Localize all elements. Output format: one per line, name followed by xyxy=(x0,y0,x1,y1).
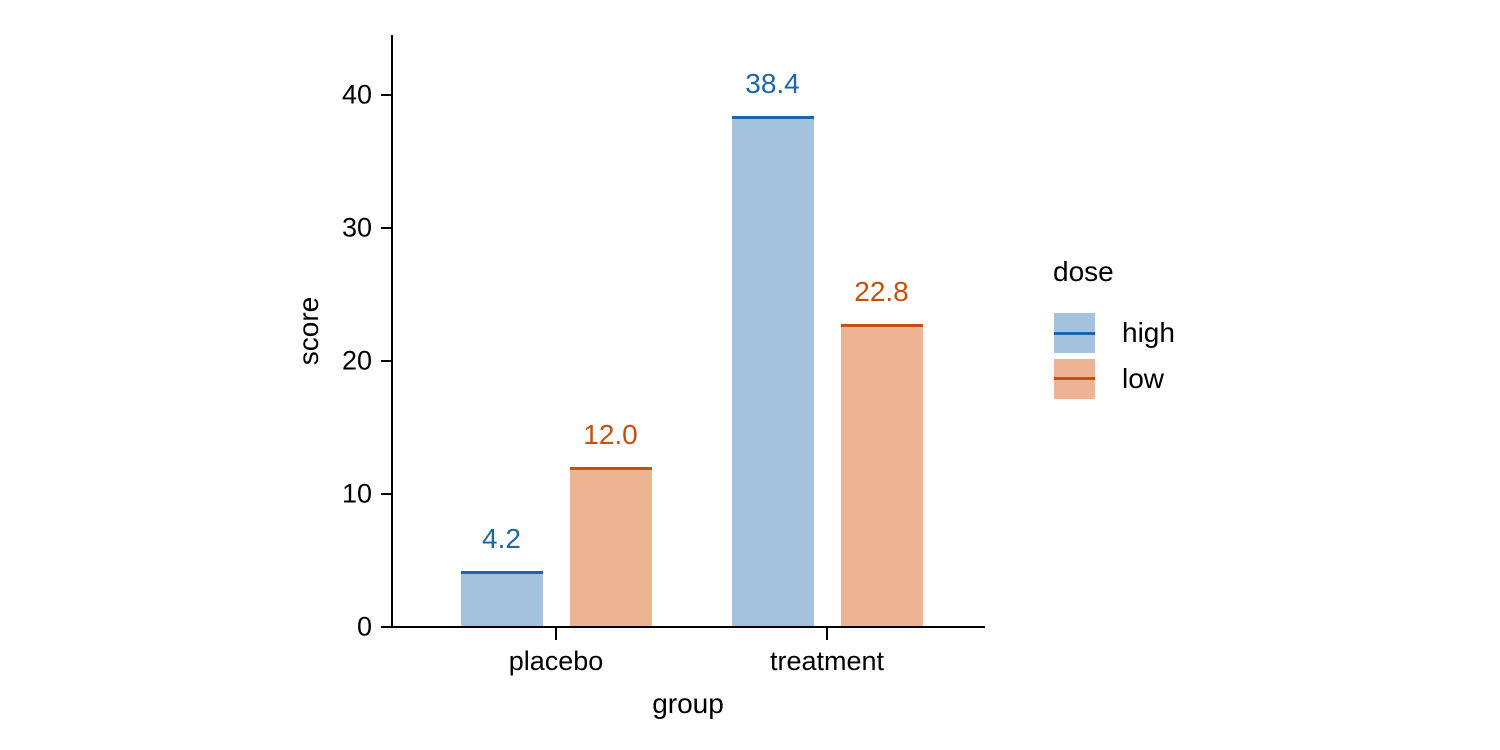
legend-item-low: low xyxy=(1054,358,1194,399)
x-tick-label: placebo xyxy=(508,646,604,676)
x-tick-label: treatment xyxy=(769,646,885,676)
x-tick-mark xyxy=(825,628,829,640)
y-tick-label: 30 xyxy=(341,212,372,243)
y-tick-mark xyxy=(381,625,392,629)
legend-swatch-low xyxy=(1054,358,1095,399)
legend-swatch-high xyxy=(1054,313,1095,353)
legend-swatch-line xyxy=(1054,331,1095,335)
y-tick-mark xyxy=(381,226,392,230)
bar-value-label: 38.4 xyxy=(745,68,800,100)
y-tick-label: 40 xyxy=(341,79,372,110)
y-tick-label: 0 xyxy=(356,611,372,642)
bar-placebo-high xyxy=(460,571,543,626)
bar-treatment-low xyxy=(840,323,923,626)
y-tick-label: 20 xyxy=(341,345,372,376)
x-axis-title: group xyxy=(652,688,724,719)
x-tick-mark xyxy=(554,628,558,640)
y-axis-line xyxy=(390,35,394,628)
y-tick-mark xyxy=(381,492,392,496)
bar-value-label: 22.8 xyxy=(854,275,909,307)
legend-item-high: high xyxy=(1054,313,1194,353)
bar-value-label: 12.0 xyxy=(583,419,638,451)
legend-item-label: low xyxy=(1122,362,1165,394)
legend-title: dose xyxy=(1053,256,1114,287)
x-axis-line xyxy=(390,625,986,629)
y-tick-mark xyxy=(381,359,392,363)
y-tick-mark xyxy=(381,93,392,97)
bar-treatment-high xyxy=(731,116,814,626)
y-tick-label: 10 xyxy=(341,478,372,509)
bar-placebo-low xyxy=(569,467,652,626)
bar-value-label: 4.2 xyxy=(482,523,521,555)
y-axis-title: score xyxy=(293,296,324,366)
legend-swatch-line xyxy=(1054,377,1095,380)
legend-item-label: high xyxy=(1122,317,1175,348)
